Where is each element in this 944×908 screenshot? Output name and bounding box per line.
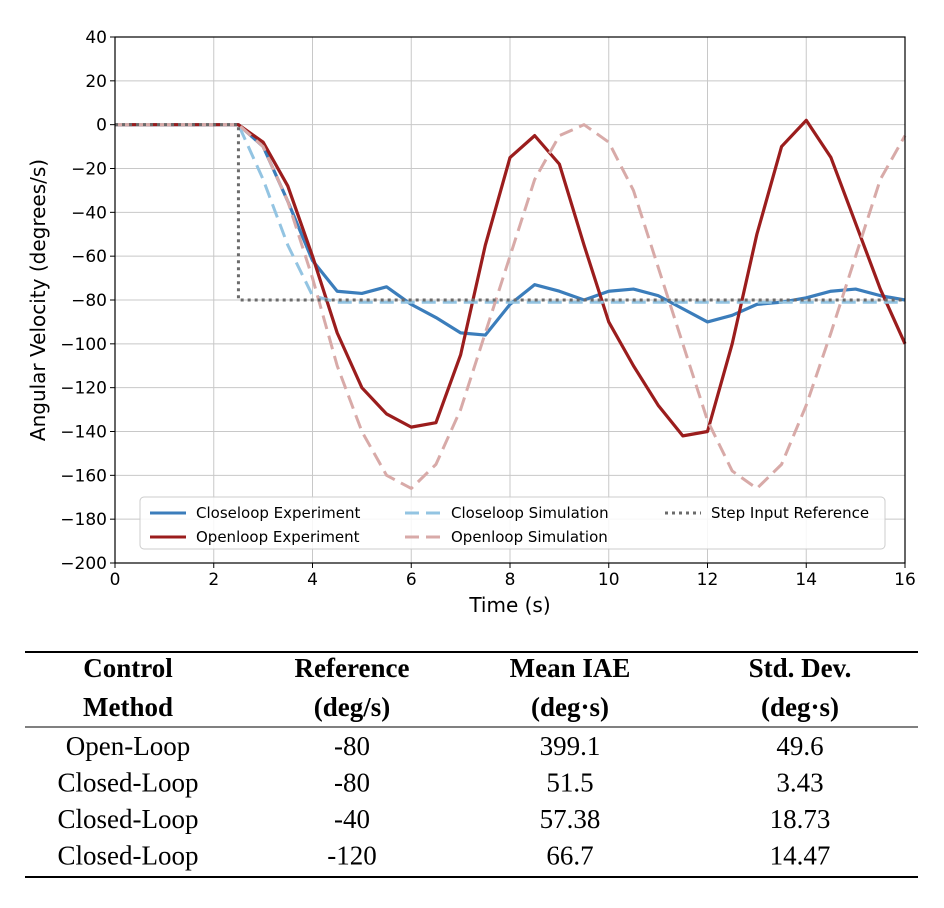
table-cell: 51.5 <box>546 768 593 798</box>
table-cell: 399.1 <box>540 731 601 761</box>
table-header: (deg/s) <box>314 692 391 722</box>
table-cell: Closed-Loop <box>58 804 199 834</box>
series-line <box>115 123 907 490</box>
table-cell: Closed-Loop <box>58 768 199 798</box>
table-cell: 57.38 <box>540 804 601 834</box>
legend-label: Closeloop Simulation <box>451 504 609 522</box>
y-tick-label: −200 <box>60 554 107 574</box>
y-tick-label: −100 <box>60 335 107 355</box>
table-cell: 49.6 <box>776 731 823 761</box>
table-cell: -40 <box>334 804 370 834</box>
x-tick-label: 10 <box>598 570 620 590</box>
y-tick-label: −20 <box>71 160 107 180</box>
plot-frame <box>114 36 906 564</box>
x-tick-label: 2 <box>208 570 219 590</box>
x-tick-label: 12 <box>697 570 719 590</box>
x-tick-label: 0 <box>110 570 121 590</box>
table-header: Mean IAE <box>510 653 631 683</box>
table-cell: 66.7 <box>546 841 593 871</box>
table-cell: 14.47 <box>770 841 831 871</box>
x-tick-label: 16 <box>894 570 916 590</box>
table-header: Method <box>83 692 173 722</box>
table-cell: -80 <box>334 768 370 798</box>
y-tick-label: 40 <box>85 28 107 48</box>
table-header: Reference <box>295 653 410 683</box>
table-header: (deg·s) <box>761 692 839 722</box>
legend-label: Closeloop Experiment <box>196 504 360 522</box>
table-cell: 18.73 <box>770 804 831 834</box>
y-tick-label: −180 <box>60 510 107 530</box>
y-tick-label: 20 <box>85 72 107 92</box>
table-header: Control <box>83 653 173 683</box>
table-header: Std. Dev. <box>749 653 852 683</box>
table-cell: -120 <box>327 841 377 871</box>
table-cell: Closed-Loop <box>58 841 199 871</box>
table-header: (deg·s) <box>531 692 609 722</box>
series-line <box>115 123 905 302</box>
series-line <box>115 123 905 304</box>
y-tick-label: −60 <box>71 247 107 267</box>
y-tick-label: −160 <box>60 466 107 486</box>
x-tick-label: 6 <box>406 570 417 590</box>
table-cell: 3.43 <box>776 768 823 798</box>
y-axis-label: Angular Velocity (degrees/s) <box>26 159 50 441</box>
y-tick-label: −140 <box>60 423 107 443</box>
legend-box <box>139 496 886 550</box>
x-axis-label: Time (s) <box>468 593 550 617</box>
y-tick-label: −80 <box>71 291 107 311</box>
table-cell: -80 <box>334 731 370 761</box>
x-tick-label: 8 <box>505 570 516 590</box>
table-cell: Open-Loop <box>66 731 190 761</box>
legend-label: Openloop Simulation <box>451 528 608 546</box>
legend-label: Step Input Reference <box>711 504 869 522</box>
x-tick-label: 4 <box>307 570 318 590</box>
y-tick-label: −40 <box>71 203 107 223</box>
y-tick-label: −120 <box>60 379 107 399</box>
x-tick-label: 14 <box>795 570 817 590</box>
legend-label: Openloop Experiment <box>196 528 360 546</box>
y-tick-label: 0 <box>96 116 107 136</box>
